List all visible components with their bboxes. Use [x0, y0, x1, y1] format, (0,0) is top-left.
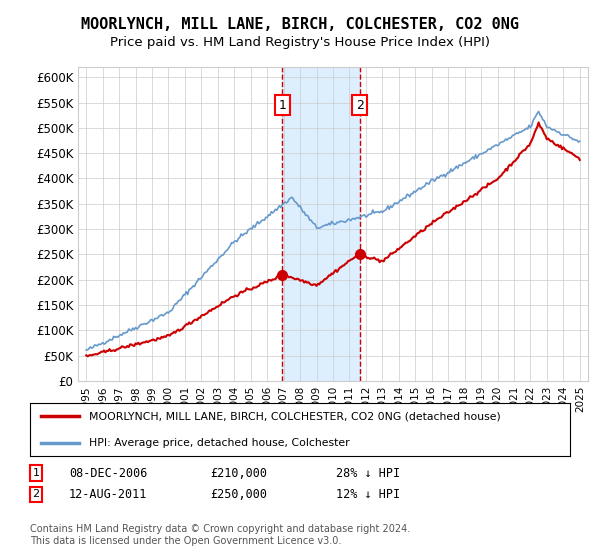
- Text: 1: 1: [278, 99, 286, 111]
- Text: £210,000: £210,000: [210, 466, 267, 480]
- Text: MOORLYNCH, MILL LANE, BIRCH, COLCHESTER, CO2 0NG: MOORLYNCH, MILL LANE, BIRCH, COLCHESTER,…: [81, 17, 519, 32]
- Text: 12-AUG-2011: 12-AUG-2011: [69, 488, 148, 501]
- Bar: [283, 67, 359, 381]
- Text: 08-DEC-2006: 08-DEC-2006: [69, 466, 148, 480]
- Text: 28% ↓ HPI: 28% ↓ HPI: [336, 466, 400, 480]
- Text: Contains HM Land Registry data © Crown copyright and database right 2024.
This d: Contains HM Land Registry data © Crown c…: [30, 524, 410, 546]
- Text: £250,000: £250,000: [210, 488, 267, 501]
- Text: 2: 2: [356, 99, 364, 111]
- Text: HPI: Average price, detached house, Colchester: HPI: Average price, detached house, Colc…: [89, 438, 350, 448]
- Text: Price paid vs. HM Land Registry's House Price Index (HPI): Price paid vs. HM Land Registry's House …: [110, 36, 490, 49]
- Text: 2: 2: [32, 489, 40, 500]
- Text: 12% ↓ HPI: 12% ↓ HPI: [336, 488, 400, 501]
- Text: MOORLYNCH, MILL LANE, BIRCH, COLCHESTER, CO2 0NG (detached house): MOORLYNCH, MILL LANE, BIRCH, COLCHESTER,…: [89, 412, 501, 422]
- Text: 1: 1: [32, 468, 40, 478]
